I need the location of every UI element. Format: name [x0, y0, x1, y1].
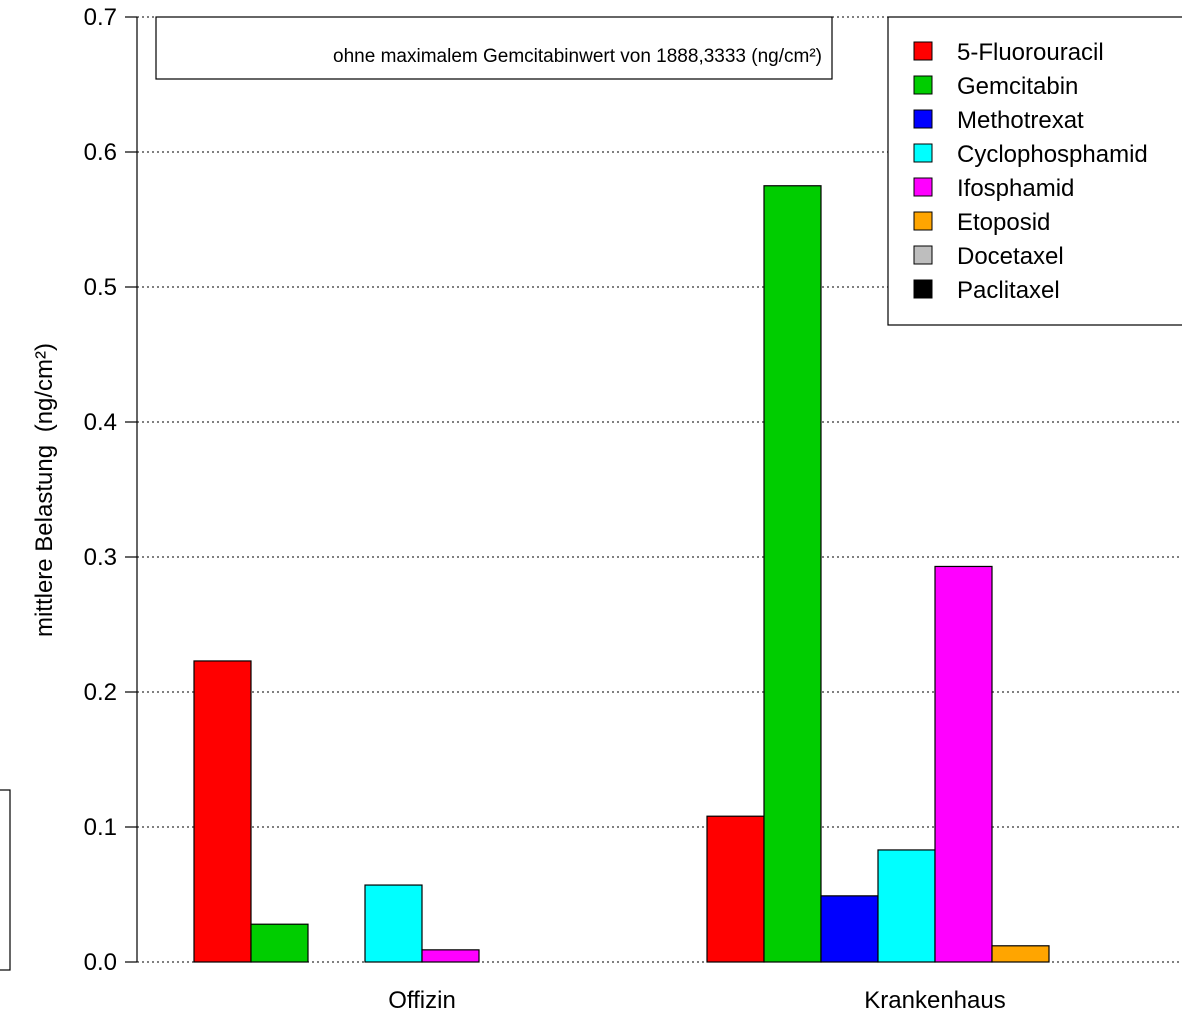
y-tick-label: 0.0 — [84, 949, 117, 976]
bar — [421, 949, 480, 963]
bar — [193, 660, 252, 963]
legend-swatch — [913, 279, 933, 299]
bar — [763, 185, 822, 963]
x-axis: Offizin Krankenhaus — [388, 987, 1006, 1014]
bars — [193, 185, 1050, 963]
y-tick-label: 0.7 — [84, 4, 117, 31]
legend-label: Etoposid — [957, 209, 1050, 236]
bar — [820, 895, 879, 963]
annotation-text: ohne maximalem Gemcitabinwert von 1888,3… — [333, 46, 822, 67]
y-axis: 0.0 0.1 0.2 0.3 0.4 0.5 0.6 0.7 — [84, 4, 138, 976]
bar — [877, 849, 936, 963]
y-axis-label-unit: (ng/cm²) — [31, 343, 58, 432]
legend-label: 5-Fluorouracil — [957, 39, 1104, 66]
bar — [991, 945, 1050, 963]
bar — [934, 565, 993, 963]
legend-label: Gemcitabin — [957, 73, 1078, 100]
legend-swatch — [913, 75, 933, 95]
y-tick-label: 0.5 — [84, 274, 117, 301]
legend-swatch — [913, 143, 933, 163]
legend-label: Methotrexat — [957, 107, 1084, 134]
y-tick-label: 0.6 — [84, 139, 117, 166]
x-tick-label: Offizin — [388, 987, 456, 1014]
y-axis-label: mittlere Belastung (ng/cm²) — [31, 343, 58, 637]
y-tick-label: 0.1 — [84, 814, 117, 841]
legend-frame — [887, 16, 1182, 326]
annotation-box: ohne maximalem Gemcitabinwert von 1888,3… — [155, 16, 833, 80]
x-tick-label: Krankenhaus — [864, 987, 1005, 1014]
legend-swatch — [913, 211, 933, 231]
y-tick-label: 0.4 — [84, 409, 117, 436]
bar — [364, 884, 423, 963]
bar — [706, 815, 765, 963]
legend-label: Ifosphamid — [957, 175, 1074, 202]
legend-swatch — [913, 41, 933, 61]
y-axis-label-text: mittlere Belastung — [31, 445, 58, 637]
legend-label: Paclitaxel — [957, 277, 1060, 304]
offscreen-box-edge — [0, 789, 11, 971]
y-tick-label: 0.3 — [84, 544, 117, 571]
legend-swatch — [913, 177, 933, 197]
bar — [250, 923, 309, 963]
legend-swatch — [913, 109, 933, 129]
legend-label: Docetaxel — [957, 243, 1064, 270]
legend: 5-Fluorouracil Gemcitabin Methotrexat Cyclo… — [887, 16, 1182, 326]
legend-label: Cyclophosphamid — [957, 141, 1148, 168]
y-tick-label: 0.2 — [84, 679, 117, 706]
legend-swatch — [913, 245, 933, 265]
svg-text:mittlere Belastung (ng/c: mittlere Belastung (ng/cm²) — [31, 343, 58, 637]
